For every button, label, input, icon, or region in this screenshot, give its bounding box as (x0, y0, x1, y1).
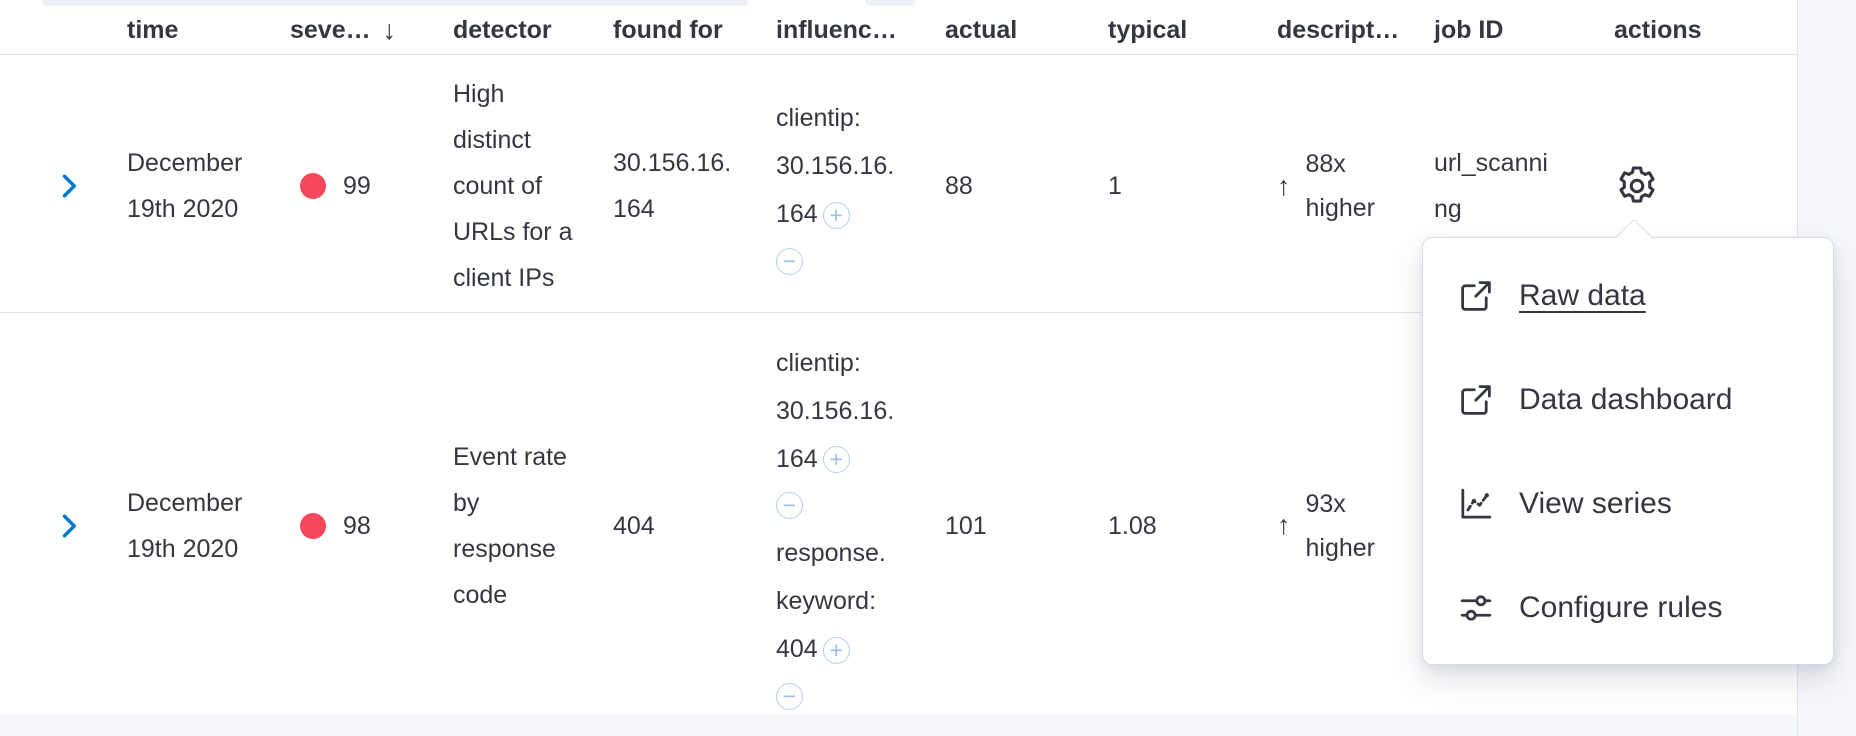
menu-item-label: Raw data (1519, 279, 1646, 312)
top-decoration-bar (865, 0, 915, 6)
actual-cell: 101 (933, 312, 1096, 721)
influencer-value: response.keyword: 404 (776, 539, 886, 664)
detector-value: High distinct count of URLs for a client… (453, 80, 573, 292)
add-filter-icon[interactable]: + (822, 637, 850, 665)
influenced-by-cell: clientip: 30.156.16.164 + − (764, 54, 933, 313)
remove-filter-icon[interactable]: − (776, 247, 803, 275)
column-header-label: detector (453, 16, 552, 45)
influencer-value: clientip: 30.156.16.164 (776, 348, 895, 473)
job-id-value: url_scanning (1434, 149, 1548, 223)
found-for-cell: 30.156.16.164 (601, 54, 764, 313)
expand-row-button[interactable] (54, 171, 84, 201)
column-header-label: typical (1108, 16, 1188, 45)
gear-icon (1614, 163, 1660, 209)
severity-cell: 98 (278, 312, 441, 721)
influencer: response.keyword: 404 + − (776, 529, 892, 711)
expand-row-button[interactable] (54, 511, 84, 541)
found-for-value: 404 (613, 511, 655, 540)
chevron-right-icon (54, 171, 84, 201)
actual-value: 101 (945, 511, 987, 540)
chart-series-icon (1459, 487, 1493, 521)
severity-value: 98 (343, 511, 371, 540)
bottom-band (0, 715, 1797, 736)
time-cell: December 19th 2020 (115, 312, 278, 721)
influenced-by-cell: clientip: 30.156.16.164 + − response.keyw… (764, 312, 933, 721)
menu-item-raw-data[interactable]: Raw data (1423, 244, 1833, 348)
typical-cell: 1 (1096, 54, 1265, 313)
found-for-cell: 404 (601, 312, 764, 721)
typical-cell: 1.08 (1096, 312, 1265, 721)
column-header-label: found for (613, 16, 723, 45)
influencer: clientip: 30.156.16.164 + − (776, 339, 904, 520)
menu-item-label: Configure rules (1519, 591, 1723, 624)
actions-popover: Raw data Data dashboard V (1422, 218, 1834, 665)
column-header-label: actual (945, 16, 1018, 45)
time-cell: December 19th 2020 (115, 54, 278, 313)
column-header-description[interactable]: descript… (1265, 8, 1422, 55)
found-for-value: 30.156.16.164 (613, 149, 732, 223)
column-header-label: descript… (1277, 16, 1400, 45)
external-link-icon (1459, 383, 1493, 417)
column-header-label: influenc… (776, 16, 897, 45)
column-header-time[interactable]: time (115, 8, 278, 55)
description-value: 93x higher (1305, 489, 1376, 562)
column-header-label: time (127, 16, 179, 45)
column-header-influenced-by[interactable]: influenc… (764, 8, 933, 55)
column-header-job-id[interactable]: job ID (1422, 8, 1602, 55)
external-link-icon (1459, 279, 1493, 313)
column-header-found-for[interactable]: found for (601, 8, 764, 55)
detector-cell: High distinct count of URLs for a client… (441, 54, 601, 313)
add-filter-icon[interactable]: + (822, 201, 850, 229)
expand-column-header (0, 8, 115, 55)
add-filter-icon[interactable]: + (822, 446, 850, 474)
detector-value: Event rate by response code (453, 442, 567, 609)
actual-cell: 88 (933, 54, 1096, 313)
column-header-actions: actions (1602, 8, 1797, 55)
column-header-detector[interactable]: detector (441, 8, 601, 55)
menu-item-view-series[interactable]: View series (1423, 452, 1833, 556)
detector-cell: Event rate by response code (441, 312, 601, 721)
table-header-row: time seve… ↓ detector found for influenc…… (0, 8, 1797, 55)
description-cell: ↑ 88x higher (1265, 54, 1422, 313)
description-value: 88x higher (1305, 150, 1376, 222)
chevron-right-icon (54, 511, 84, 541)
arrow-up-icon: ↑ (1277, 510, 1291, 541)
expand-cell (0, 312, 115, 721)
column-header-severity[interactable]: seve… ↓ (278, 8, 441, 55)
influencer-value: clientip: 30.156.16.164 (776, 104, 895, 229)
menu-item-label: Data dashboard (1519, 383, 1733, 416)
actual-value: 88 (945, 172, 973, 200)
severity-cell: 99 (278, 54, 441, 313)
influencer: clientip: 30.156.16.164 + − (776, 94, 904, 275)
severity-value: 99 (343, 172, 371, 200)
severity-critical-dot-icon (300, 173, 326, 199)
menu-item-label: View series (1519, 487, 1672, 520)
column-header-typical[interactable]: typical (1096, 8, 1265, 55)
typical-value: 1.08 (1108, 511, 1157, 540)
time-value: December 19th 2020 (127, 149, 243, 223)
description-cell: ↑ 93x higher (1265, 312, 1422, 721)
menu-item-data-dashboard[interactable]: Data dashboard (1423, 348, 1833, 452)
column-header-label: seve… (290, 16, 371, 45)
typical-value: 1 (1108, 172, 1122, 200)
column-header-label: actions (1614, 16, 1702, 45)
remove-filter-icon[interactable]: − (776, 492, 803, 520)
controls-icon (1459, 591, 1493, 625)
arrow-up-icon: ↑ (1277, 170, 1291, 201)
expand-cell (0, 54, 115, 313)
row-actions-button[interactable] (1614, 163, 1660, 209)
column-header-label: job ID (1434, 16, 1504, 45)
sort-descending-icon: ↓ (382, 15, 397, 46)
top-decoration-bar (42, 0, 748, 6)
menu-item-configure-rules[interactable]: Configure rules (1423, 556, 1833, 660)
severity-critical-dot-icon (300, 512, 326, 539)
time-value: December 19th 2020 (127, 488, 243, 563)
column-header-actual[interactable]: actual (933, 8, 1096, 55)
remove-filter-icon[interactable]: − (776, 683, 803, 711)
